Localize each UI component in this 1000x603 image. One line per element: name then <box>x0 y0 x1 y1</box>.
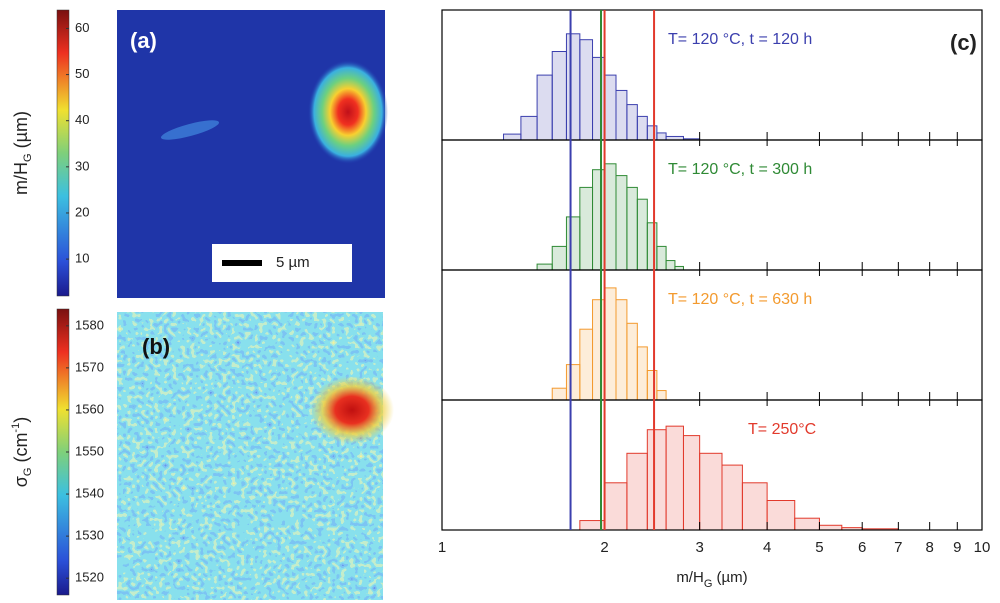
histogram-bar <box>794 517 820 531</box>
colorbar-tick-label: 1570 <box>75 359 104 374</box>
histogram-bar <box>636 198 648 271</box>
histogram-bar <box>636 115 648 141</box>
histogram-bar <box>592 56 606 141</box>
histogram-bar <box>665 425 684 531</box>
histogram-bar <box>615 299 628 401</box>
x-tick-label: 3 <box>695 539 703 556</box>
colorbar-tick-label: 1560 <box>75 401 104 416</box>
colorbar-tick-label: 1530 <box>75 528 104 543</box>
histogram-bar <box>636 346 648 401</box>
colorbar-label: m/HG (µm) <box>11 111 34 195</box>
x-tick-label: 7 <box>894 539 902 556</box>
x-tick-label: 8 <box>925 539 933 556</box>
histogram-bar <box>646 125 658 141</box>
scale-bar-label: 5 µm <box>276 254 310 271</box>
histogram-bar <box>604 482 628 531</box>
histogram-bar <box>656 390 667 401</box>
histogram-bar <box>615 175 628 271</box>
colorbar-tick-label: 1540 <box>75 485 104 500</box>
histogram-bar <box>579 39 594 141</box>
series-label: T= 120 °C, t = 300 h <box>668 161 812 178</box>
histogram-bar <box>551 245 567 271</box>
histogram-bar <box>646 429 667 531</box>
histogram-bar <box>579 328 594 401</box>
x-tick-label: 10 <box>974 539 991 556</box>
x-tick-label: 9 <box>953 539 961 556</box>
panel-label: (c) <box>950 30 977 55</box>
histogram-bar <box>646 370 658 401</box>
histogram-bar <box>721 464 743 531</box>
colorbar-tick-label: 1580 <box>75 317 104 332</box>
histogram-bar <box>699 452 723 531</box>
histogram-bar <box>551 51 567 141</box>
histogram-bar <box>565 364 581 401</box>
histogram-bar <box>503 133 522 141</box>
histogram-bar <box>656 132 667 141</box>
histogram-bar <box>604 287 617 401</box>
histogram-bar <box>536 263 553 271</box>
histogram-bar <box>626 452 648 531</box>
panel-label: (b) <box>142 334 170 359</box>
x-tick-label: 4 <box>763 539 771 556</box>
histogram-bar <box>626 186 638 271</box>
histogram-bar <box>551 387 567 401</box>
histogram-bar <box>536 74 553 141</box>
map-b: (b) <box>117 312 394 600</box>
colorbar-label: σG (cm-1) <box>10 417 34 487</box>
colorbar-tick-label: 40 <box>75 112 89 127</box>
histogram-bar <box>604 74 617 141</box>
series-label: T= 120 °C, t = 630 h <box>668 291 812 308</box>
histogram-bar <box>579 186 594 271</box>
panel-frame <box>441 269 983 401</box>
colorbar-tick-label: 60 <box>75 20 89 35</box>
panel-label: (a) <box>130 28 157 53</box>
histogram-bar <box>592 169 606 271</box>
panel-frame <box>441 399 983 531</box>
histogram-bar <box>520 115 538 141</box>
histogram-bar <box>565 216 581 271</box>
x-tick-label: 2 <box>600 539 608 556</box>
x-tick-label: 6 <box>858 539 866 556</box>
histogram-bar <box>615 89 628 141</box>
histogram-bar <box>626 322 638 401</box>
colorbar-tick-label: 20 <box>75 204 89 219</box>
x-tick-label: 5 <box>815 539 823 556</box>
colorbar-tick-label: 30 <box>75 158 89 173</box>
histogram-bar <box>646 222 658 271</box>
histogram-bar <box>565 33 581 141</box>
map-a: 5 µm (a) <box>117 10 388 298</box>
colorbar-tick-label: 1520 <box>75 570 104 585</box>
histogram-bar <box>592 299 606 401</box>
colorbar-tick-label: 10 <box>75 251 89 266</box>
colorbar-tick-label: 1550 <box>75 443 104 458</box>
series-label: T= 120 °C, t = 120 h <box>668 31 812 48</box>
histogram-bar <box>656 245 667 271</box>
histogram-bar <box>665 260 676 271</box>
panel-frame <box>441 139 983 271</box>
histogram-bar <box>741 482 768 531</box>
series-label: T= 250°C <box>748 421 816 438</box>
histogram-bar <box>604 163 617 271</box>
histogram-bar <box>626 104 638 141</box>
histogram-bar <box>818 524 843 531</box>
histogram-bar <box>766 500 796 531</box>
x-axis-label: m/HG (µm) <box>676 569 747 590</box>
colorbar <box>56 9 70 297</box>
colorbar-tick-label: 50 <box>75 66 89 81</box>
x-tick-label: 1 <box>438 539 446 556</box>
histogram-bar <box>682 435 701 531</box>
